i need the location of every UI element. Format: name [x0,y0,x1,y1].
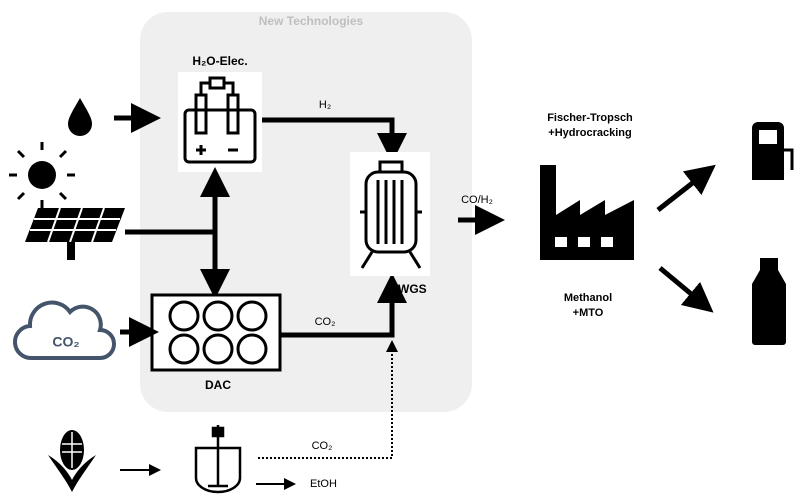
group-title: New Technologies [259,14,364,28]
edge-label: CO/H₂ [461,194,493,206]
node-label: CO₂ [52,334,79,350]
node-label: rWGS [393,282,426,296]
arrow [258,340,398,459]
elec-icon [183,76,257,164]
edge-label: EtOH [310,478,337,490]
cloud-icon [13,300,116,361]
fuel-icon [752,122,794,180]
process-label: Methanol [564,292,612,304]
edge-label: H₂ [319,99,331,111]
edge-label: CO₂ [315,316,336,328]
sun-icon [9,142,75,208]
fermenter-icon [194,425,242,494]
process-label: +Hydrocracking [548,127,631,139]
node-label: H₂O-Elec. [192,54,247,68]
arrow [658,266,714,313]
factory-icon [540,165,634,260]
arrow [262,117,407,163]
arrow [656,164,716,212]
corn-icon [48,430,96,492]
solar-icon [25,207,125,260]
node-label: DAC [205,378,231,392]
process-label: +MTO [573,307,604,319]
arrow [280,273,407,338]
edge-label: CO₂ [312,440,333,452]
reactor-icon [360,160,422,269]
process-label: Fischer-Tropsch [547,112,633,124]
water-icon [68,98,92,136]
bottle-icon [752,258,786,345]
fans [168,300,268,365]
